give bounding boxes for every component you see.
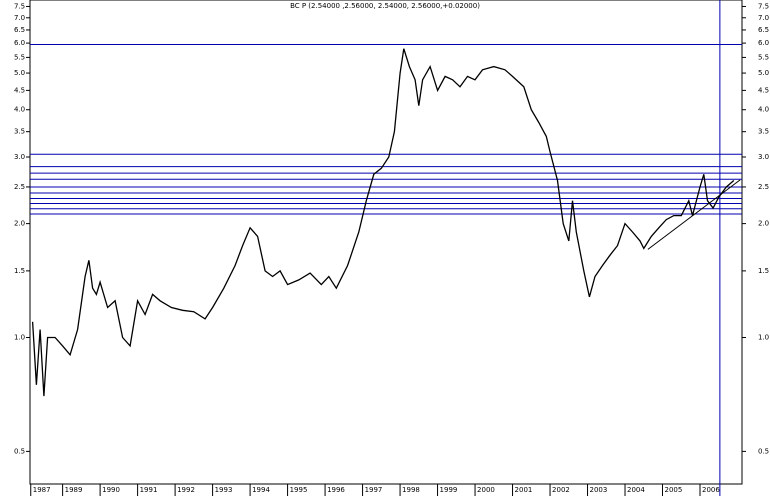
y-tick-label: 5.0 <box>758 69 769 77</box>
x-tick-label: 1993 <box>215 486 233 494</box>
x-tick-label: 2003 <box>590 486 608 494</box>
y-tick-label: 7.5 <box>14 2 25 10</box>
x-tick-label: 1989 <box>65 486 83 494</box>
y-tick-label: 1.0 <box>14 334 25 342</box>
y-tick-label: 7.5 <box>758 2 769 10</box>
x-tick-label: 1998 <box>402 486 420 494</box>
y-tick-label: 3.5 <box>758 128 769 136</box>
y-tick-label: 3.0 <box>758 153 769 161</box>
y-tick-label: 2.0 <box>14 220 25 228</box>
y-tick-label: 7.0 <box>14 14 25 22</box>
y-tick-label: 6.5 <box>14 26 25 34</box>
y-tick-label: 1.5 <box>758 267 769 275</box>
y-tick-label: 4.5 <box>758 86 769 94</box>
price-line <box>31 48 735 397</box>
y-tick-label: 6.0 <box>758 39 769 47</box>
x-tick-label: 1999 <box>440 486 458 494</box>
x-tick-label: 2004 <box>627 486 645 494</box>
trendline <box>647 179 741 250</box>
y-tick-label: 0.5 <box>758 447 769 455</box>
y-tick-label: 4.5 <box>14 86 25 94</box>
y-tick-label: 5.0 <box>14 69 25 77</box>
y-tick-label: 4.0 <box>14 106 25 114</box>
x-tick-label: 2005 <box>665 486 683 494</box>
x-tick-label: 1996 <box>327 486 345 494</box>
y-tick-label: 1.5 <box>14 267 25 275</box>
x-tick-label: 2006 <box>702 486 720 494</box>
y-tick-label: 0.5 <box>14 447 25 455</box>
x-tick-label: 2002 <box>552 486 570 494</box>
y-tick-label: 4.0 <box>758 106 769 114</box>
y-tick-label: 3.5 <box>14 128 25 136</box>
y-tick-label: 5.5 <box>14 53 25 61</box>
x-tick-label: 2001 <box>515 486 533 494</box>
x-tick-label: 1995 <box>290 486 308 494</box>
y-tick-label: 2.5 <box>758 183 769 191</box>
x-tick-label: 2000 <box>477 486 495 494</box>
x-tick-label: 1991 <box>140 486 158 494</box>
y-tick-label: 6.0 <box>14 39 25 47</box>
y-tick-label: 2.5 <box>14 183 25 191</box>
y-tick-label: 6.5 <box>758 26 769 34</box>
y-tick-label: 7.0 <box>758 14 769 22</box>
x-tick-label: 1987 <box>33 486 51 494</box>
x-tick-label: 1990 <box>102 486 120 494</box>
y-tick-label: 1.0 <box>758 334 769 342</box>
x-tick-label: 1992 <box>177 486 195 494</box>
y-tick-label: 3.0 <box>14 153 25 161</box>
chart-title: BC P (2.54000 ,2.56000, 2.54000, 2.56000… <box>290 2 480 10</box>
x-tick-label: 1997 <box>365 486 383 494</box>
x-tick-label: 1994 <box>252 486 270 494</box>
y-tick-label: 5.5 <box>758 53 769 61</box>
y-tick-label: 2.0 <box>758 220 769 228</box>
plot-frame <box>29 0 743 485</box>
